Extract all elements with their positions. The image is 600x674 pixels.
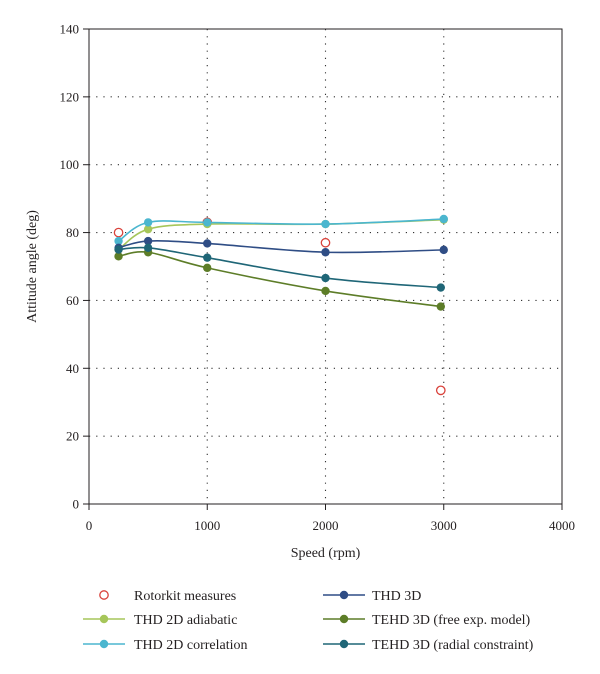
- data-point: [114, 252, 123, 261]
- series-group: [113, 214, 448, 396]
- legend-item: THD 2D correlation: [83, 638, 248, 653]
- data-point: [113, 227, 124, 238]
- legend-label: THD 2D correlation: [134, 638, 248, 653]
- legend-item: THD 2D adiabatic: [83, 613, 237, 628]
- legend-label: THD 2D adiabatic: [134, 613, 237, 628]
- data-point: [436, 283, 445, 292]
- series-line: [118, 251, 441, 308]
- x-axis-title: Speed (rpm): [291, 546, 361, 561]
- y-tick-label: 0: [73, 497, 80, 512]
- legend-label: TEHD 3D (free exp. model): [372, 613, 531, 628]
- data-point: [439, 245, 448, 255]
- legend-item: TEHD 3D (free exp. model): [323, 613, 531, 628]
- y-tick-label: 100: [60, 157, 80, 172]
- data-point: [203, 218, 212, 227]
- series-line: [118, 240, 444, 254]
- data-point: [321, 286, 330, 296]
- y-tick-label: 40: [66, 361, 79, 376]
- data-point: [436, 302, 445, 311]
- x-tick-label: 2000: [313, 518, 339, 533]
- y-tick-label: 140: [60, 22, 80, 37]
- legend-label: Rotorkit measures: [134, 589, 236, 604]
- series-3: [114, 236, 448, 257]
- data-point: [439, 214, 448, 224]
- data-point: [114, 236, 123, 246]
- axis-ticks: 0 20 40 60 80 100 120 140 0 1000 2000 3000 4000: [60, 22, 576, 534]
- grid-lines: [89, 29, 562, 504]
- data-point: [321, 273, 330, 283]
- data-point: [435, 385, 446, 396]
- data-point: [203, 253, 212, 262]
- legend-marker: [99, 639, 109, 649]
- y-tick-label: 60: [66, 293, 79, 308]
- legend-label: TEHD 3D (radial constraint): [372, 638, 534, 653]
- legend-marker: [339, 614, 349, 624]
- data-point: [321, 248, 330, 257]
- series-5: [114, 243, 445, 292]
- x-tick-label: 0: [86, 518, 93, 533]
- y-tick-label: 80: [66, 225, 79, 240]
- y-tick-label: 20: [66, 429, 79, 444]
- legend: Rotorkit measures THD 2D adiabatic THD 2D …: [83, 589, 534, 653]
- series-2: [114, 214, 448, 246]
- data-point: [203, 263, 212, 273]
- series-4: [114, 248, 445, 311]
- legend-marker: [99, 590, 109, 600]
- series-0: [113, 217, 446, 396]
- legend-item: Rotorkit measures: [99, 589, 236, 604]
- series-line: [118, 218, 444, 242]
- y-tick-label: 120: [60, 89, 80, 104]
- legend-marker: [99, 614, 109, 624]
- legend-item: TEHD 3D (radial constraint): [323, 638, 534, 653]
- series-line: [118, 246, 441, 289]
- data-point: [114, 245, 123, 254]
- data-point: [143, 236, 153, 246]
- legend-label: THD 3D: [372, 589, 421, 604]
- legend-marker: [339, 639, 349, 649]
- x-tick-label: 3000: [431, 518, 457, 533]
- data-point: [143, 218, 153, 227]
- data-point: [321, 219, 330, 229]
- legend-item: THD 3D: [323, 589, 421, 604]
- y-axis-title: Attitude angle (deg): [25, 210, 40, 323]
- data-point: [143, 224, 153, 234]
- legend-marker: [339, 590, 349, 600]
- data-point: [203, 239, 212, 248]
- data-point: [143, 243, 153, 253]
- data-point: [320, 237, 331, 248]
- x-tick-label: 1000: [194, 518, 220, 533]
- x-tick-label: 4000: [549, 518, 575, 533]
